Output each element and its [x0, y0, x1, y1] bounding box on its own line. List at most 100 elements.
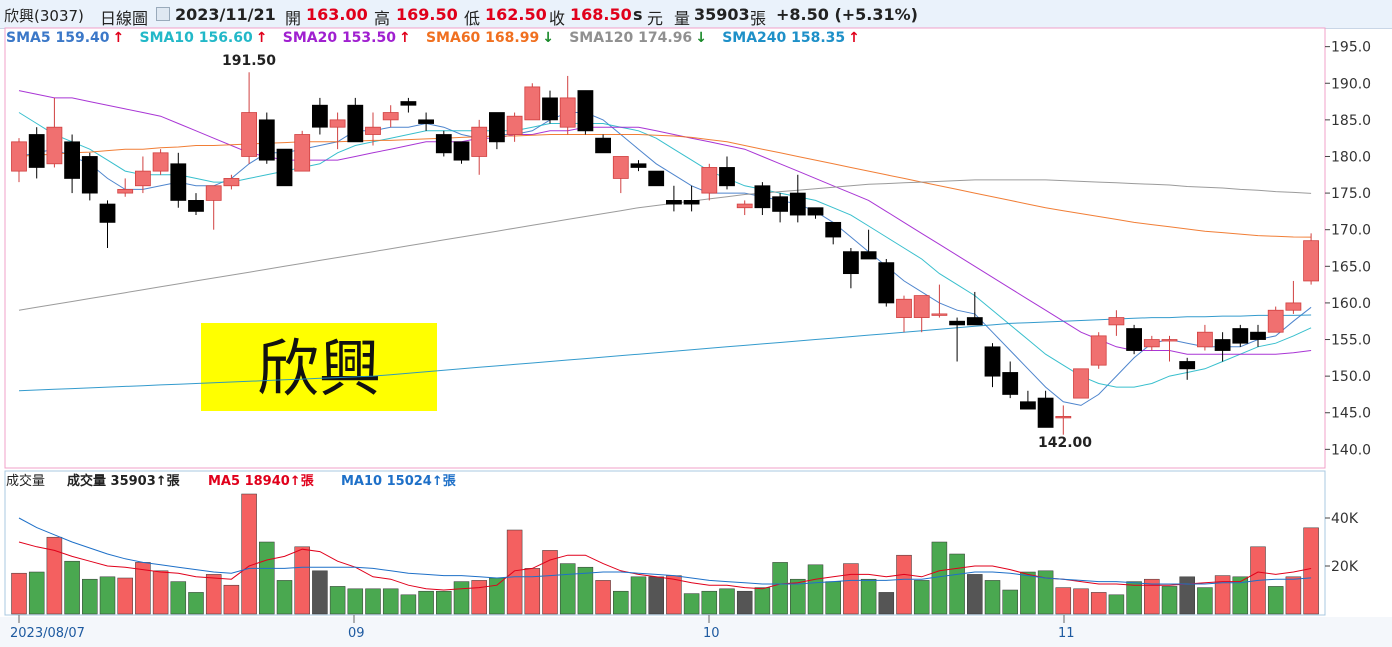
low-value: 162.50 [485, 5, 547, 24]
volume-bar [984, 580, 1001, 615]
volume-bar [648, 576, 664, 615]
candle-body [506, 115, 523, 135]
candle [258, 112, 275, 164]
candle-body [772, 196, 788, 212]
time-tick-label: 10 [703, 626, 720, 641]
sma-line-sma120 [18, 179, 1312, 311]
candle-body [347, 104, 364, 143]
volume-bar [630, 576, 647, 615]
candle [1108, 310, 1125, 336]
candle [860, 229, 877, 260]
candle-body [117, 189, 134, 194]
volume-bar [1285, 576, 1302, 615]
volume-bar [152, 570, 169, 615]
candle [64, 134, 80, 194]
candle-body [1250, 331, 1266, 340]
sma-line-sma5 [18, 112, 1312, 406]
volume-bar [878, 592, 895, 615]
candle [276, 148, 293, 187]
candle-body [81, 156, 98, 194]
candle [1303, 233, 1319, 285]
candle [99, 200, 116, 248]
candle [117, 178, 134, 197]
volume-bar [860, 578, 877, 615]
candle-body [311, 104, 328, 128]
candle [984, 343, 1001, 388]
candle [241, 72, 258, 164]
open-value: 163.00 [306, 5, 368, 24]
volume-bar [790, 578, 806, 615]
candle-body [64, 141, 80, 179]
candle-body [559, 97, 576, 128]
candle-body [984, 346, 1001, 377]
volume-bar [205, 574, 222, 615]
price-tick-label: 150.0 [1331, 369, 1371, 385]
volume-bar [1197, 587, 1213, 615]
candle-body [878, 262, 895, 304]
candle-body [1161, 339, 1178, 342]
volume-bar [1161, 586, 1178, 615]
candle [1285, 280, 1302, 314]
candle-body [152, 152, 169, 172]
price-tick-label: 195.0 [1331, 40, 1371, 56]
candle-body [931, 313, 948, 316]
time-tick-label: 11 [1058, 626, 1075, 641]
price-tick-label: 190.0 [1331, 76, 1371, 92]
candle [134, 156, 151, 194]
volume-value: 35903 [694, 5, 750, 24]
volume-bar [807, 564, 824, 615]
candle [542, 90, 558, 124]
volume-tick-label: 40K [1331, 511, 1359, 527]
candle [170, 152, 187, 208]
volume-legend-ma5: MA5 18940↑張 [208, 474, 315, 489]
volume-bar [471, 580, 487, 615]
candle-body [258, 119, 275, 161]
sma-legend-sma10: SMA10 156.60 [140, 30, 253, 46]
sma-line-sma60 [18, 134, 1312, 238]
candle-body [188, 200, 204, 212]
volume-bar [1214, 575, 1231, 615]
date-picker-icon[interactable] [156, 7, 170, 21]
sma-legend-sma120-arrow: ↓ [695, 30, 707, 46]
sma-legend-sma5-arrow: ↑ [113, 30, 125, 46]
volume-bar [382, 588, 399, 615]
chart-header: 欣興(3037) 日線圖 2023/11/21 開 163.00 高 169.5… [0, 0, 1392, 29]
volume-panel-title: 成交量 [6, 473, 45, 489]
watermark-text: 欣興 [257, 332, 381, 405]
volume-bar [11, 572, 27, 615]
candle [1161, 335, 1178, 362]
volume-bar [1037, 570, 1054, 615]
candle [365, 112, 381, 146]
candle-body [365, 126, 381, 135]
volume-bar [967, 574, 983, 615]
candle [736, 200, 753, 216]
volume-bar [577, 566, 594, 615]
candle-body [736, 203, 753, 209]
candle [453, 141, 470, 164]
candle [46, 97, 63, 168]
volume-bar [719, 588, 735, 615]
candle-body [595, 137, 611, 154]
candle [400, 97, 417, 113]
volume-tick-label: 20K [1331, 559, 1359, 575]
candle [949, 317, 965, 362]
candle-body [896, 298, 912, 318]
candle [223, 174, 240, 190]
candle-body [453, 141, 470, 161]
volume-bar [524, 568, 541, 615]
candle [347, 97, 364, 143]
volume-bar [82, 578, 98, 615]
volume-bar [1267, 586, 1284, 615]
candle [577, 90, 594, 135]
high-value: 169.50 [396, 5, 458, 24]
candle [683, 185, 700, 212]
s-marker: s [633, 5, 643, 24]
volume-bar [99, 576, 116, 615]
candle-body [860, 251, 877, 260]
candle-body [825, 221, 842, 238]
candle-body [329, 119, 346, 128]
candle [825, 221, 842, 245]
candle [329, 112, 346, 150]
candle-body [99, 203, 116, 223]
candle [471, 119, 488, 175]
